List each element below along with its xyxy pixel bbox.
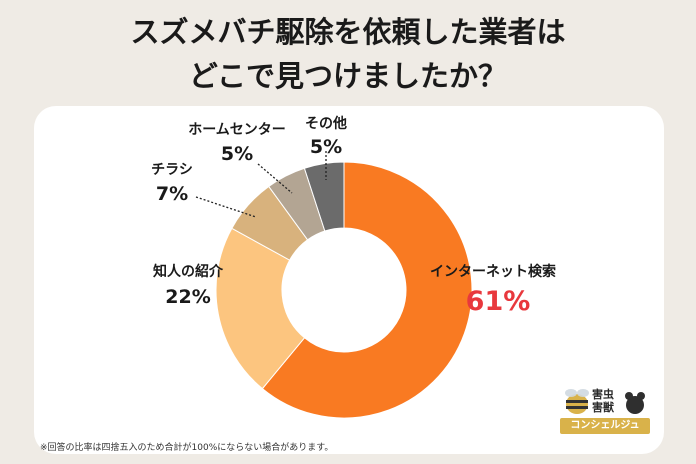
label-homecenter-value: 5% bbox=[221, 143, 253, 165]
page-title: スズメバチ駆除を依頼した業者は どこで見つけましたか？ bbox=[0, 10, 696, 98]
label-other-name: その他 bbox=[305, 115, 347, 132]
label-referral-value: 22% bbox=[165, 286, 210, 308]
slice-other bbox=[303, 161, 345, 232]
leader-line-homecenter bbox=[257, 163, 293, 194]
slice-referral bbox=[215, 227, 306, 390]
label-chirashi-value: 7% bbox=[156, 183, 188, 205]
logo-bar: コンシェルジュ bbox=[560, 418, 650, 434]
label-chirashi-name: チラシ bbox=[151, 162, 193, 178]
title-line-1: スズメバチ駆除を依頼した業者は bbox=[130, 15, 566, 49]
logo-line-1: 害虫 bbox=[592, 388, 614, 401]
footnote: ※回答の比率は四捨五入のため合計が100%にならない場合があります。 bbox=[40, 443, 334, 453]
label-internet-name: インターネット検索 bbox=[430, 263, 556, 280]
title-line-2: どこで見つけましたか？ bbox=[188, 59, 508, 93]
logo-line-2: 害獣 bbox=[592, 401, 614, 414]
label-internet-value: 61% bbox=[466, 286, 531, 317]
slice-internet bbox=[261, 161, 473, 419]
label-referral-name: 知人の紹介 bbox=[153, 263, 224, 280]
label-homecenter-name: ホームセンター bbox=[188, 122, 286, 138]
label-other-value: 5% bbox=[310, 136, 342, 158]
bee-icon bbox=[565, 389, 589, 414]
mouse-icon bbox=[625, 392, 645, 414]
leader-line-chirashi bbox=[195, 196, 257, 218]
brand-logo: 害虫 害獣 コンシェルジュ bbox=[560, 386, 650, 442]
